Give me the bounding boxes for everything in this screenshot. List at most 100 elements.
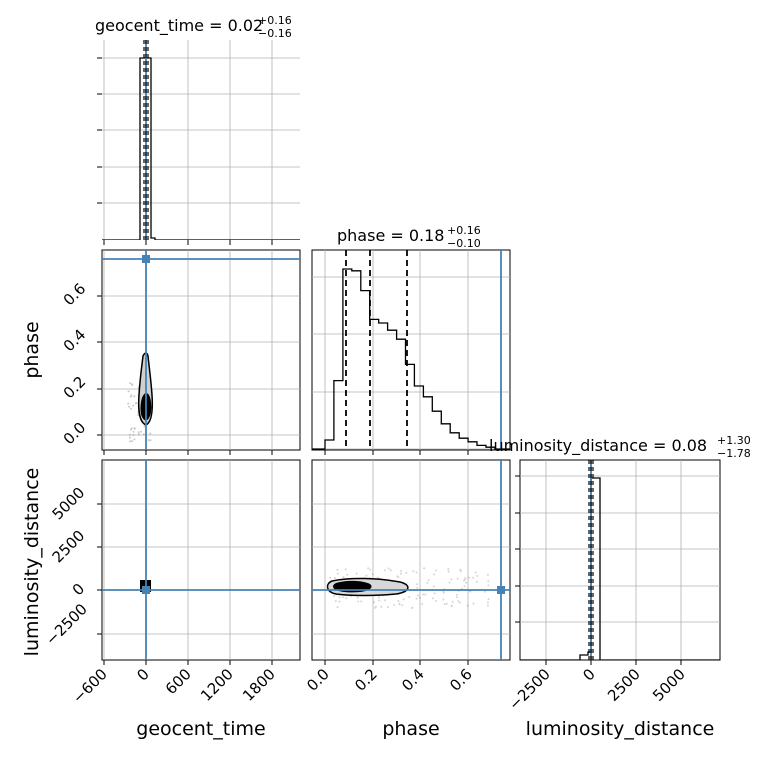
scatter-point [458, 601, 461, 604]
scatter-point [487, 584, 490, 587]
title-sub: −0.10 [447, 237, 481, 250]
tick-label: 0.4 [398, 665, 428, 695]
scatter-point [387, 567, 390, 570]
scatter-point [393, 603, 396, 606]
grid-lines [312, 250, 510, 450]
scatter-point [133, 438, 136, 441]
scatter-point [434, 600, 437, 602]
scatter-point [484, 590, 486, 593]
scatter-point [459, 568, 462, 571]
scatter-point [143, 425, 146, 428]
panel-distance-hist [515, 459, 721, 665]
scatter-point [431, 597, 434, 600]
tick-label: 600 [162, 665, 195, 698]
scatter-point [378, 599, 381, 602]
scatter-point [448, 581, 451, 584]
xlabel-geocent-time: geocent_time [136, 718, 265, 740]
scatter-point [344, 568, 347, 571]
scatter-point [374, 606, 376, 609]
scatter-point [129, 382, 131, 385]
panel-phase-hist [311, 249, 511, 455]
scatter-point [433, 592, 436, 595]
scatter-point [129, 440, 132, 443]
tick-label: −600 [69, 665, 111, 707]
scatter-point [130, 394, 133, 397]
scatter-point [442, 591, 445, 594]
scatter-point [130, 427, 133, 430]
scatter-point [486, 604, 489, 607]
scatter-point [369, 568, 372, 571]
scatter-point [472, 602, 475, 605]
tick-label: 0.6 [60, 280, 90, 310]
scatter-point [434, 569, 437, 572]
scatter-point [329, 576, 332, 579]
scatter-point [443, 603, 446, 606]
scatter-point [373, 601, 375, 604]
title-geocent-time: geocent_time = 0.02 +0.16 −0.16 [95, 14, 292, 40]
scatter-point [132, 434, 135, 436]
histogram-luminosity-distance [520, 477, 720, 660]
scatter-point [398, 602, 401, 605]
scatter-point [396, 575, 399, 578]
tick-label: −2500 [42, 600, 91, 649]
scatter-point [131, 440, 134, 443]
scatter-point [338, 596, 341, 599]
scatter-point [459, 570, 462, 572]
scatter-point [357, 600, 360, 603]
scatter-point [378, 596, 380, 599]
ticks [324, 450, 469, 455]
scatter-point [433, 573, 436, 576]
title-main: luminosity_distance = 0.08 [489, 436, 707, 456]
scatter-point [380, 605, 383, 608]
scatter-point [487, 598, 490, 601]
scatter-point [468, 590, 471, 593]
axes-frame [102, 40, 300, 240]
scatter-point [422, 593, 425, 596]
ticks [97, 503, 273, 665]
ticks [515, 475, 682, 665]
scatter-point [128, 436, 131, 439]
scatter-point [346, 573, 349, 576]
ytick-labels-phase: 0.0 0.2 0.4 0.6 [60, 280, 90, 449]
tick-label: 0.0 [303, 665, 333, 695]
truth-marker [142, 255, 150, 263]
scatter-point [133, 427, 136, 430]
ytick-labels-distance: −2500 0 2500 5000 [42, 484, 91, 649]
scatter-point [411, 606, 414, 609]
tick-label: −2500 [505, 665, 554, 714]
scatter-point [133, 427, 136, 429]
title-main: phase = 0.18 [337, 226, 444, 245]
ticks [97, 57, 273, 245]
truth-marker [497, 586, 505, 594]
title-phase: phase = 0.18 +0.16 −0.10 [337, 224, 481, 250]
scatter-point [355, 572, 358, 575]
scatter-point [455, 596, 458, 599]
histogram-geocent-time [102, 57, 300, 240]
scatter-point [487, 580, 490, 583]
scatter-point [142, 433, 145, 436]
scatter-point [334, 600, 337, 603]
scatter-point [132, 404, 135, 407]
scatter-point [463, 579, 465, 582]
scatter-point [384, 599, 387, 602]
scatter-point [463, 585, 466, 588]
ylabel-luminosity-distance: luminosity_distance [21, 468, 43, 657]
panel-phase-vs-distance [311, 459, 511, 665]
scatter-point [487, 601, 489, 604]
panel-geocent-time-hist [97, 40, 300, 245]
scatter-point [405, 571, 408, 574]
grid-lines [102, 250, 300, 450]
scatter-point [367, 567, 370, 570]
scatter-point [397, 576, 400, 578]
scatter-point [341, 596, 344, 599]
scatter-point [129, 395, 132, 398]
grid-lines [520, 460, 720, 660]
tick-label: 5000 [649, 665, 689, 705]
scatter-point [421, 602, 424, 605]
scatter-point [412, 570, 415, 573]
scatter-point [135, 402, 138, 404]
scatter-point [338, 600, 341, 603]
scatter-point [139, 430, 142, 433]
tick-label: 0.4 [60, 326, 90, 356]
tick-label: 0.0 [60, 419, 90, 449]
